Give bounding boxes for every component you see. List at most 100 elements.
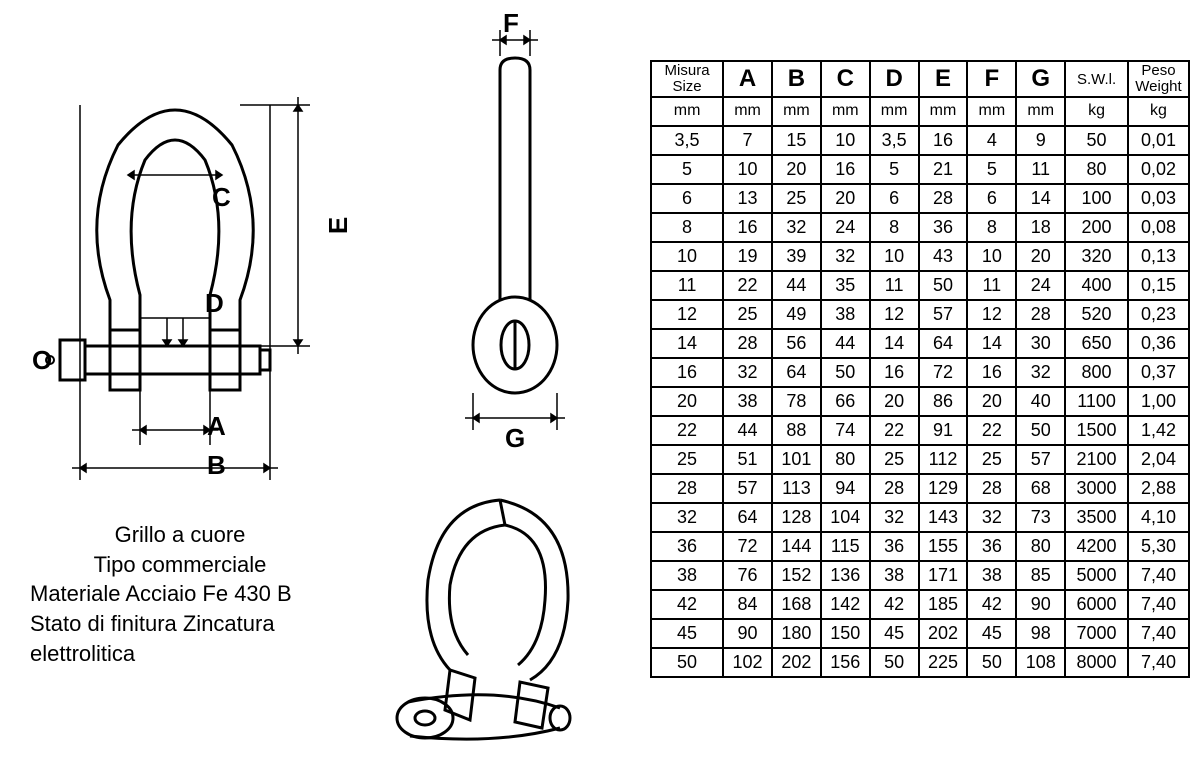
label-e: E: [323, 217, 354, 234]
cell: 43: [919, 242, 968, 271]
label-o: O: [32, 345, 52, 376]
cell: 42: [651, 590, 723, 619]
cell: 6: [870, 184, 919, 213]
col-unit-size: mm: [651, 97, 723, 126]
cell: 12: [967, 300, 1016, 329]
cell: 50: [1016, 416, 1065, 445]
cell: 38: [651, 561, 723, 590]
cell: 90: [1016, 590, 1065, 619]
cell: 0,37: [1128, 358, 1189, 387]
cell: 9: [1016, 126, 1065, 155]
cell: 8000: [1065, 648, 1128, 677]
cell: 30: [1016, 329, 1065, 358]
cell: 72: [919, 358, 968, 387]
cell: 4200: [1065, 532, 1128, 561]
table-body: 3,5715103,51649500,015102016521511800,02…: [651, 126, 1189, 677]
cell: 400: [1065, 271, 1128, 300]
cell: 128: [772, 503, 821, 532]
cell: 12: [651, 300, 723, 329]
cell: 7,40: [1128, 561, 1189, 590]
cell: 36: [919, 213, 968, 242]
label-f: F: [503, 8, 519, 39]
cell: 80: [1065, 155, 1128, 184]
cell: 57: [723, 474, 772, 503]
shackle-diagram: C D O A B E F G: [10, 10, 650, 480]
cell: 20: [967, 387, 1016, 416]
cell: 20: [651, 387, 723, 416]
cell: 24: [1016, 271, 1065, 300]
cell: 1,00: [1128, 387, 1189, 416]
cell: 16: [651, 358, 723, 387]
cell: 5: [870, 155, 919, 184]
cell: 7,40: [1128, 648, 1189, 677]
cell: 171: [919, 561, 968, 590]
cell: 2100: [1065, 445, 1128, 474]
cell: 98: [1016, 619, 1065, 648]
cell: 11: [967, 271, 1016, 300]
cell: 16: [723, 213, 772, 242]
cell: 16: [870, 358, 919, 387]
cell: 28: [870, 474, 919, 503]
cell: 22: [967, 416, 1016, 445]
cell: 2,04: [1128, 445, 1189, 474]
col-unit-A: mm: [723, 97, 772, 126]
cell: 101: [772, 445, 821, 474]
cell: 7,40: [1128, 619, 1189, 648]
cell: 0,03: [1128, 184, 1189, 213]
cell: 22: [723, 271, 772, 300]
cell: 10: [651, 242, 723, 271]
cell: 42: [967, 590, 1016, 619]
cell: 85: [1016, 561, 1065, 590]
cell: 0,23: [1128, 300, 1189, 329]
cell: 64: [919, 329, 968, 358]
cell: 104: [821, 503, 870, 532]
table-head: MisuraSizeABCDEFGS.W.l.PesoWeight mmmmmm…: [651, 61, 1189, 126]
cell: 35: [821, 271, 870, 300]
cell: 14: [870, 329, 919, 358]
cell: 88: [772, 416, 821, 445]
table-row: 203878662086204011001,00: [651, 387, 1189, 416]
cell: 5,30: [1128, 532, 1189, 561]
cell: 7000: [1065, 619, 1128, 648]
cell: 12: [870, 300, 919, 329]
cell: 78: [772, 387, 821, 416]
cell: 50: [651, 648, 723, 677]
col-unit-G: mm: [1016, 97, 1065, 126]
cell: 6: [967, 184, 1016, 213]
cell: 38: [967, 561, 1016, 590]
cell: 84: [723, 590, 772, 619]
col-header-B: B: [772, 61, 821, 97]
cell: 28: [919, 184, 968, 213]
cell: 44: [723, 416, 772, 445]
cell: 25: [967, 445, 1016, 474]
cell: 100: [1065, 184, 1128, 213]
cell: 86: [919, 387, 968, 416]
cell: 38: [821, 300, 870, 329]
table-row: 3,5715103,51649500,01: [651, 126, 1189, 155]
cell: 15: [772, 126, 821, 155]
cell: 51: [723, 445, 772, 474]
cell: 8: [870, 213, 919, 242]
cell: 28: [967, 474, 1016, 503]
col-header-A: A: [723, 61, 772, 97]
cell: 50: [1065, 126, 1128, 155]
cell: 11: [1016, 155, 1065, 184]
cell: 168: [772, 590, 821, 619]
cell: 25: [870, 445, 919, 474]
cell: 20: [870, 387, 919, 416]
col-header-C: C: [821, 61, 870, 97]
cell: 5: [967, 155, 1016, 184]
table-row: 387615213638171388550007,40: [651, 561, 1189, 590]
col-unit-F: mm: [967, 97, 1016, 126]
cell: 80: [821, 445, 870, 474]
cell: 6000: [1065, 590, 1128, 619]
col-unit-B: mm: [772, 97, 821, 126]
data-table-column: MisuraSizeABCDEFGS.W.l.PesoWeight mmmmmm…: [650, 10, 1190, 770]
cell: 45: [967, 619, 1016, 648]
cell: 42: [870, 590, 919, 619]
cell: 143: [919, 503, 968, 532]
cell: 650: [1065, 329, 1128, 358]
cell: 50: [967, 648, 1016, 677]
cell: 102: [723, 648, 772, 677]
col-header-F: F: [967, 61, 1016, 97]
